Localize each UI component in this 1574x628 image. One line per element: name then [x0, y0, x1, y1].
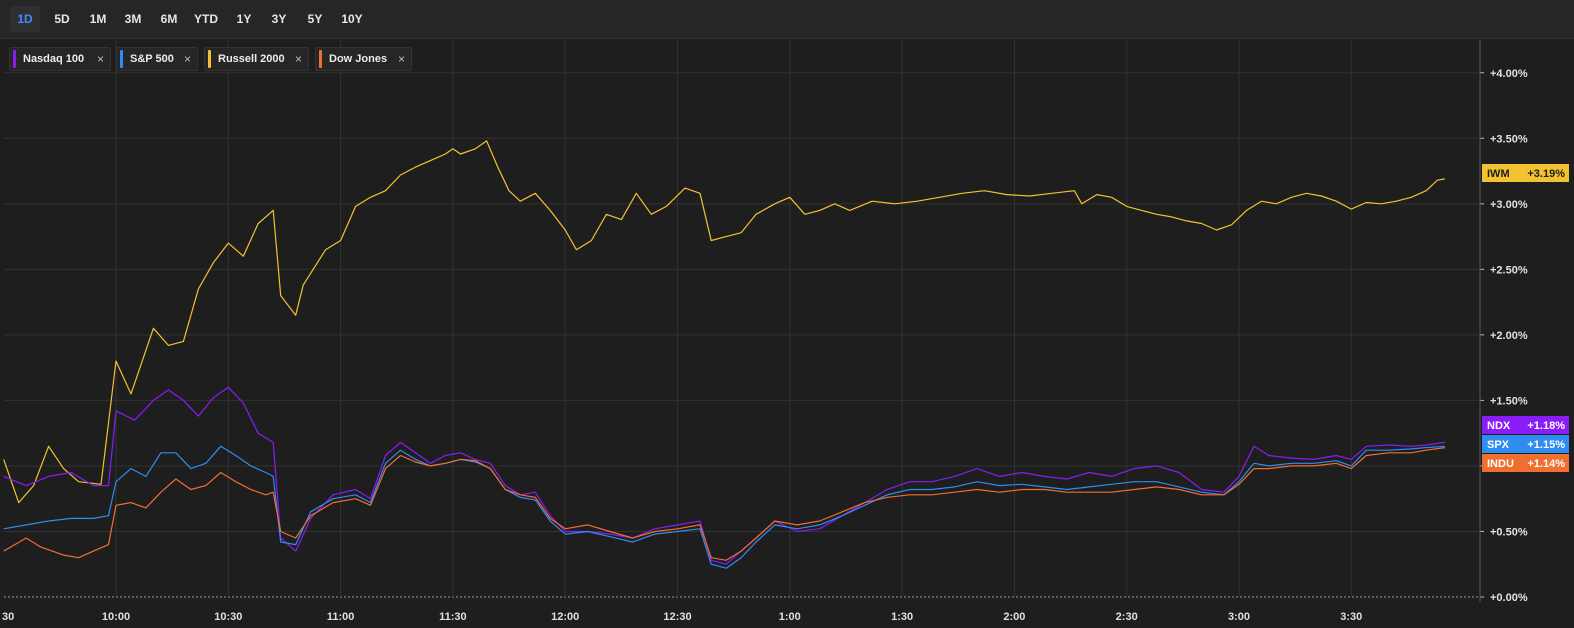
- legend-chip-sp-500[interactable]: S&P 500 ×: [116, 47, 198, 71]
- y-tick-label: +2.00%: [1490, 330, 1528, 342]
- y-tick-label: +0.50%: [1490, 526, 1528, 538]
- series-line-spx: [3, 445, 1445, 569]
- y-tick-label: +4.00%: [1490, 68, 1528, 80]
- x-tick-label: 12:30: [663, 611, 691, 623]
- y-tick-label: +1.50%: [1490, 395, 1528, 407]
- range-3m-button[interactable]: 3M: [124, 12, 142, 26]
- tag-value: +1.15%: [1527, 439, 1565, 451]
- tag-ticker: SPX: [1487, 439, 1510, 451]
- series-line-iwm: [3, 140, 1446, 504]
- range-toolbar: 1D 5D 1M 3M 6M YTD 1Y 3Y 5Y 10Y: [0, 0, 1574, 39]
- last-value-tag-indu: INDU +1.14%: [1482, 454, 1569, 472]
- legend-label: Nasdaq 100: [23, 53, 85, 65]
- close-icon[interactable]: ×: [96, 52, 104, 66]
- tag-ticker: INDU: [1487, 458, 1514, 470]
- x-tick-label: 11:30: [439, 611, 467, 623]
- range-ytd-button[interactable]: YTD: [194, 12, 218, 26]
- legend-label: Dow Jones: [329, 53, 388, 65]
- legend-label: S&P 500: [130, 53, 174, 65]
- dow-jones-swatch: [319, 50, 322, 68]
- tag-background: [1482, 454, 1569, 472]
- range-1m-button[interactable]: 1M: [89, 12, 107, 26]
- x-tick-label: 12:00: [551, 611, 579, 623]
- close-icon[interactable]: ×: [183, 52, 191, 66]
- x-tick-label: 11:00: [327, 611, 355, 623]
- tag-background: [1482, 435, 1569, 453]
- series-line-indu: [3, 447, 1445, 561]
- last-value-tag-spx: SPX +1.15%: [1482, 435, 1569, 453]
- range-1y-button[interactable]: 1Y: [236, 12, 252, 26]
- tag-value: +1.14%: [1527, 458, 1565, 470]
- x-tick-label: 2:30: [1116, 611, 1138, 623]
- range-5y-button[interactable]: 5Y: [307, 12, 323, 26]
- y-tick-label: +2.50%: [1490, 264, 1528, 276]
- close-icon[interactable]: ×: [294, 52, 302, 66]
- chart-lines: [3, 140, 1446, 569]
- legend-label: Russell 2000: [218, 53, 285, 65]
- range-5d-button[interactable]: 5D: [54, 12, 70, 26]
- range-1d-button[interactable]: 1D: [10, 6, 40, 32]
- nasdaq-100-swatch: [13, 50, 16, 68]
- series-line-ndx: [3, 386, 1445, 565]
- x-tick-label: 10:30: [214, 611, 242, 623]
- sp-500-swatch: [120, 50, 123, 68]
- y-tick-label: +3.00%: [1490, 199, 1528, 211]
- last-value-tag-ndx: NDX +1.18%: [1482, 416, 1569, 434]
- tag-background: [1482, 416, 1569, 434]
- range-3y-button[interactable]: 3Y: [271, 12, 287, 26]
- x-tick-label: 1:00: [779, 611, 801, 623]
- x-tick-label: 3:30: [1340, 611, 1362, 623]
- last-value-markers: IWM +3.19% NDX +1.18% SPX +1.15% INDU +1.14%: [1482, 164, 1569, 472]
- y-tick-label: +0.00%: [1490, 592, 1528, 604]
- close-icon[interactable]: ×: [397, 52, 405, 66]
- tag-value: +1.18%: [1527, 420, 1565, 432]
- x-tick-label: 3:00: [1228, 611, 1250, 623]
- range-10y-button[interactable]: 10Y: [341, 12, 363, 26]
- tag-ticker: NDX: [1487, 420, 1511, 432]
- legend-chip-nasdaq-100[interactable]: Nasdaq 100 ×: [9, 47, 111, 71]
- x-tick-label: 10:00: [102, 611, 130, 623]
- legend-chip-dow-jones[interactable]: Dow Jones ×: [315, 47, 412, 71]
- tag-value: +3.19%: [1527, 168, 1565, 180]
- russell-2000-swatch: [208, 50, 211, 68]
- chart-grid: [4, 40, 1480, 598]
- y-tick-label: +3.50%: [1490, 133, 1528, 145]
- x-tick-label: 2:00: [1003, 611, 1025, 623]
- legend-chip-russell-2000[interactable]: Russell 2000 ×: [204, 47, 309, 71]
- tag-ticker: IWM: [1487, 168, 1510, 180]
- last-value-tag-iwm: IWM +3.19%: [1482, 164, 1569, 182]
- x-tick-label: 30: [2, 611, 14, 623]
- range-6m-button[interactable]: 6M: [160, 12, 178, 26]
- x-tick-label: 1:30: [891, 611, 913, 623]
- chart-axes: +0.00%+0.50%+1.00%+1.50%+2.00%+2.50%+3.0…: [2, 40, 1528, 623]
- tag-background: [1482, 164, 1569, 182]
